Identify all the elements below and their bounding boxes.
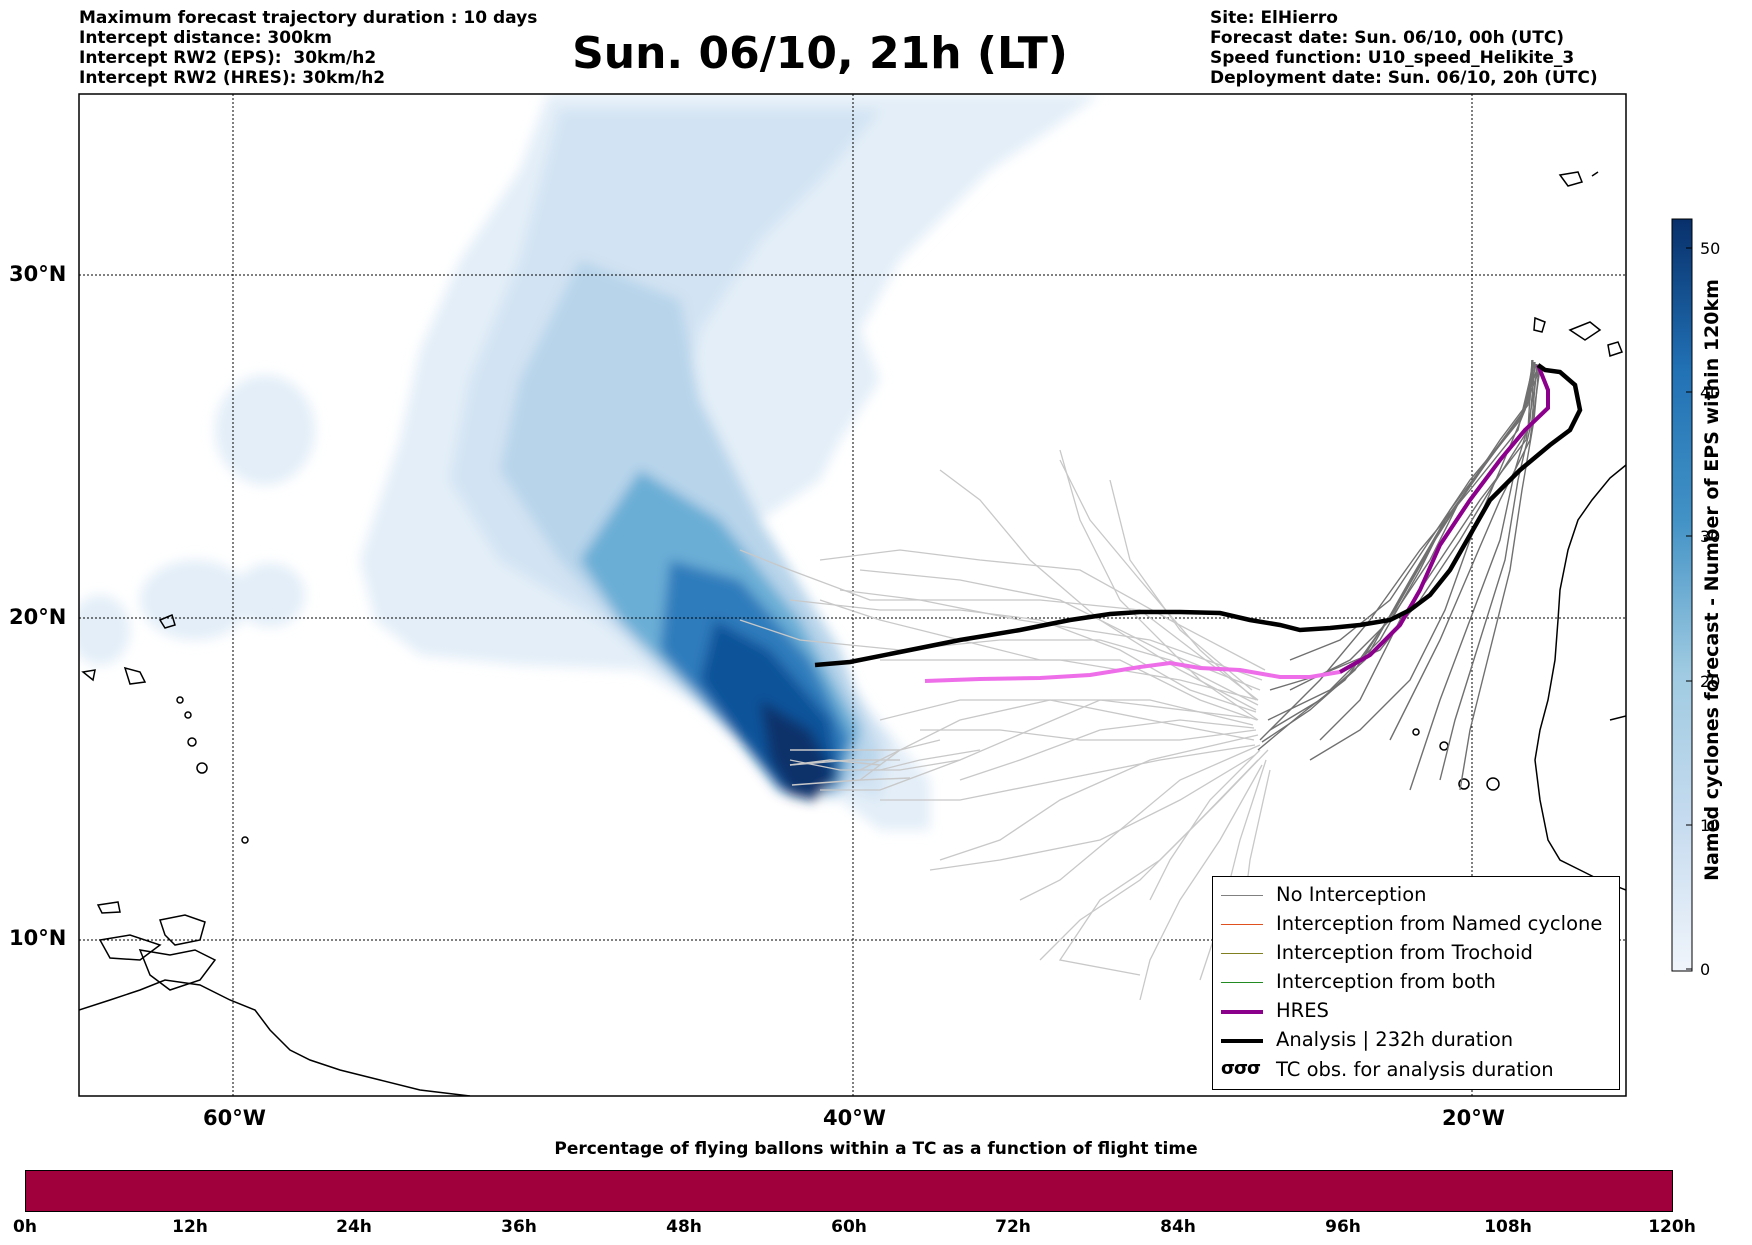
legend-label: Analysis | 232h duration <box>1276 1028 1514 1051</box>
bottom-tick-72h: 72h <box>995 1217 1031 1237</box>
header-right-line-4: Deployment date: Sun. 06/10, 20h (UTC) <box>1210 68 1598 88</box>
legend-label: TC obs. for analysis duration <box>1276 1058 1554 1081</box>
ensemble-trajectories-tracks-near-storm <box>789 749 911 786</box>
header-left-line-1: Maximum forecast trajectory duration : 1… <box>79 8 538 28</box>
colorbar-tick-40: 40 <box>1700 383 1721 402</box>
colorbar-gradient <box>1671 218 1693 972</box>
colorbar-tick-10: 10 <box>1700 816 1721 835</box>
coastlines <box>79 171 1626 1096</box>
map-title: Sun. 06/10, 21h (LT) <box>572 28 1068 79</box>
analysis-trajectory-path <box>814 363 1583 668</box>
header-left-line-3: Intercept RW2 (EPS): 30km/h2 <box>79 48 377 68</box>
lat-label-20n: 20°N <box>9 605 67 629</box>
legend-item-named-cyclone: Interception from Named cyclone <box>1213 912 1617 938</box>
map-frame <box>78 93 1627 1097</box>
colorbar-title: Named cyclones forecast - Number of EPS … <box>1701 279 1723 881</box>
legend-item-analysis: Analysis | 232h duration <box>1213 1028 1617 1054</box>
bottom-tick-36h: 36h <box>501 1217 537 1237</box>
lon-label-60w: 60°W <box>203 1106 266 1130</box>
bottom-tick-12h: 12h <box>172 1217 208 1237</box>
lat-label-30n: 30°N <box>9 262 67 286</box>
colorbar-tick-30: 30 <box>1700 527 1721 546</box>
legend-item-hres: HRES <box>1213 999 1617 1025</box>
bottom-bar-title: Percentage of flying ballons within a TC… <box>554 1139 1198 1159</box>
legend-label: HRES <box>1276 999 1329 1022</box>
bottom-tick-120h: 120h <box>1648 1217 1696 1237</box>
legend-item-both: Interception from both <box>1213 970 1617 996</box>
bottom-tick-108h: 108h <box>1484 1217 1532 1237</box>
hres-trajectory-end <box>1339 364 1550 674</box>
ensemble-trajectories-dark <box>1257 359 1541 791</box>
legend-swatch-black-line <box>1221 1039 1263 1043</box>
legend-item-no-interception: No Interception <box>1213 883 1617 909</box>
legend-swatch-orange-line <box>1221 924 1263 925</box>
legend-item-tc-obs: σσσ TC obs. for analysis duration <box>1213 1058 1617 1084</box>
percentage-bar <box>25 1170 1673 1212</box>
legend-label: No Interception <box>1276 883 1427 906</box>
legend-swatch-purple-line <box>1221 1010 1263 1014</box>
legend-label: Interception from Trochoid <box>1276 941 1533 964</box>
legend-item-trochoid: Interception from Trochoid <box>1213 941 1617 967</box>
lon-label-40w: 40°W <box>823 1106 886 1130</box>
legend-swatch-olive-line <box>1221 953 1263 954</box>
bottom-tick-48h: 48h <box>666 1217 702 1237</box>
map-legend: No Interception Interception from Named … <box>1212 876 1620 1090</box>
header-right-line-1: Site: ElHierro <box>1210 8 1338 28</box>
colorbar-tick-50: 50 <box>1700 239 1721 258</box>
lat-label-10n: 10°N <box>9 926 67 950</box>
bottom-tick-84h: 84h <box>1160 1217 1196 1237</box>
legend-label: Interception from Named cyclone <box>1276 912 1603 935</box>
bottom-tick-96h: 96h <box>1325 1217 1361 1237</box>
bottom-tick-60h: 60h <box>831 1217 867 1237</box>
header-right-line-2: Forecast date: Sun. 06/10, 00h (UTC) <box>1210 28 1565 48</box>
header-left-line-2: Intercept distance: 300km <box>79 28 332 48</box>
colorbar-tick-0: 0 <box>1700 960 1711 979</box>
header-right-line-3: Speed function: U10_speed_Helikite_3 <box>1210 48 1575 68</box>
colorbar-tick-20: 20 <box>1700 672 1721 691</box>
legend-swatch-gray-line <box>1221 895 1263 896</box>
cyclone-density-field <box>79 94 1100 830</box>
cyclone-symbol-icon: σσσ <box>1221 1058 1261 1079</box>
legend-label: Interception from both <box>1276 970 1496 993</box>
colorbar-ticks <box>1686 247 1692 970</box>
header-left-line-4: Intercept RW2 (HRES): 30km/h2 <box>79 68 386 88</box>
lon-label-20w: 20°W <box>1442 1106 1505 1130</box>
bottom-tick-0h: 0h <box>13 1217 37 1237</box>
ensemble-trajectories-light <box>739 449 1271 1001</box>
legend-swatch-green-line <box>1221 982 1263 983</box>
bottom-tick-24h: 24h <box>336 1217 372 1237</box>
